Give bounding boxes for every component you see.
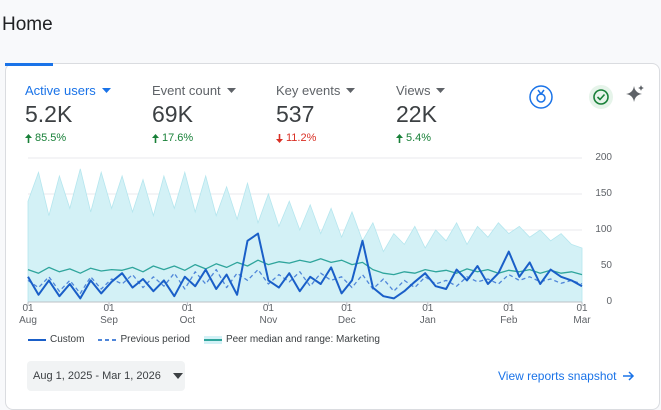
- x-tick-label: 01 Sep: [100, 303, 118, 326]
- metric-tab[interactable]: Event count: [152, 83, 236, 98]
- change-value: 85.5%: [35, 132, 67, 144]
- metric-value: 22K: [396, 101, 437, 127]
- active-tab-indicator: [5, 63, 53, 66]
- metric-tab[interactable]: Views: [396, 83, 446, 98]
- legend-item: Previous period: [98, 334, 190, 345]
- metric-change: 5.4%: [396, 132, 431, 144]
- caret: [101, 88, 111, 93]
- metric-label: Views: [396, 83, 431, 98]
- trend-arrow: [25, 133, 32, 143]
- page-title: Home: [2, 14, 53, 35]
- metric-value: 69K: [152, 101, 193, 127]
- arrow: [152, 133, 159, 143]
- dropdown-icon: [226, 88, 236, 93]
- x-tick-label: 01 Oct: [179, 303, 196, 326]
- dropdown-icon: [101, 88, 111, 93]
- trend-arrow: [396, 133, 403, 143]
- legend-label: Previous period: [120, 334, 190, 345]
- date-range: Aug 1, 2025 - Mar 1, 2026: [33, 370, 161, 382]
- legend-swatch: [98, 338, 117, 341]
- insights-badge[interactable]: [528, 84, 554, 110]
- legend-item: Custom: [28, 334, 84, 345]
- view-reports-link[interactable]: View reports snapshot: [498, 369, 635, 383]
- caret: [226, 88, 236, 93]
- metric-tab[interactable]: Key events: [276, 83, 356, 98]
- metric-value: 537: [276, 101, 315, 127]
- link-text: View reports snapshot: [498, 369, 617, 383]
- caret: [346, 88, 356, 93]
- page: Home 01 Aug 01 Sep 01 Oct 01 Nov 01 Dec 01 Ja…: [2, 14, 660, 410]
- trend-arrow: [152, 133, 159, 143]
- legend-swatch: [28, 338, 46, 341]
- x-tick-label: 01 Dec: [337, 303, 356, 326]
- caret: [436, 88, 446, 93]
- y-tick-label: 0: [606, 296, 612, 307]
- dropdown-icon: [436, 88, 446, 93]
- change-value: 17.6%: [162, 132, 194, 144]
- metric-change: 85.5%: [25, 132, 66, 144]
- metric-value: 5.2K: [25, 101, 73, 127]
- arrow-icon: [622, 371, 634, 381]
- metric-tab[interactable]: Active users: [25, 83, 111, 98]
- legend-label: Peer median and range: Marketing: [225, 334, 380, 345]
- y-tick-label: 100: [595, 224, 612, 235]
- dropdown-icon: [346, 88, 356, 93]
- series-line: [27, 258, 583, 276]
- metric-label: Key events: [276, 83, 341, 98]
- metric-change: 17.6%: [152, 132, 193, 144]
- x-tick-label: 01 Jan: [419, 303, 436, 326]
- y-tick-label: 200: [595, 152, 612, 163]
- y-tick-label: 50: [600, 260, 612, 271]
- change-value: 11.2%: [286, 132, 317, 144]
- legend-label: Custom: [50, 334, 85, 345]
- series-line: [27, 268, 583, 295]
- metric-label: Event count: [152, 83, 221, 98]
- x-tick-label: 01 Aug: [19, 303, 37, 326]
- metric-label: Active users: [25, 83, 96, 98]
- x-tick-label: 01 Feb: [500, 303, 518, 326]
- dropdown-icon: [172, 373, 183, 379]
- x-tick-label: 01 Mar: [573, 303, 591, 326]
- status-check[interactable]: [588, 84, 614, 110]
- arrow: [396, 133, 403, 143]
- x-tick-label: 01 Nov: [259, 303, 278, 326]
- legend-item: Peer median and range: Marketing: [203, 334, 380, 345]
- legend: Custom Previous period Peer median and ran…: [28, 334, 380, 345]
- arrow: [276, 133, 283, 143]
- chart: [27, 157, 583, 306]
- sparkle-icon[interactable]: [624, 84, 646, 106]
- arrow: [25, 133, 32, 143]
- metric-change: 11.2%: [276, 132, 316, 144]
- y-tick-label: 150: [595, 188, 612, 199]
- series-line: [27, 232, 583, 300]
- change-value: 5.4%: [406, 132, 432, 144]
- date-range-button[interactable]: Aug 1, 2025 - Mar 1, 2026: [27, 361, 185, 391]
- legend-swatch: [203, 335, 222, 344]
- trend-arrow: [276, 133, 283, 143]
